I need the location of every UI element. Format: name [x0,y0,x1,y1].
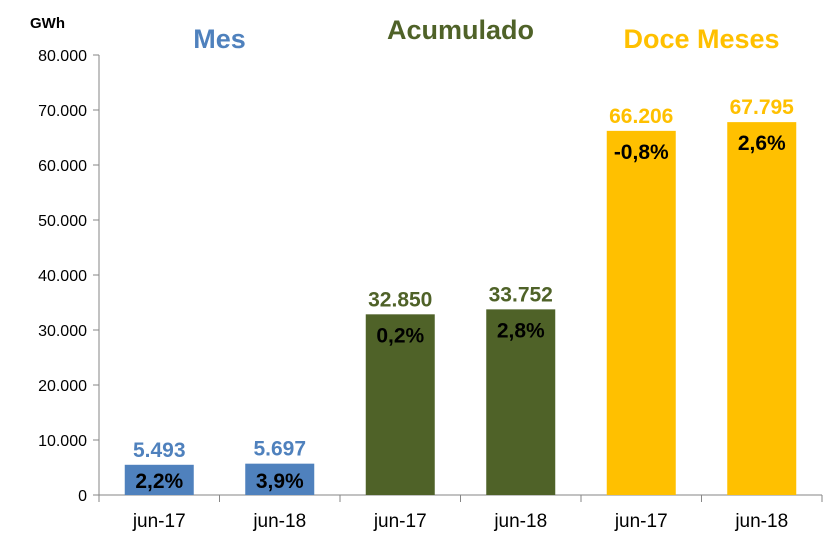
x-category-label: jun-18 [493,511,547,532]
group-title: Mes [193,24,246,54]
bar [727,122,797,495]
bar-value-label: 5.493 [133,439,186,462]
y-tick-label: 0 [78,488,87,505]
y-axis-unit-label: GWh [30,15,65,32]
y-tick-label: 30.000 [38,323,87,340]
bar-change-label: 2,2% [135,470,183,493]
group-title: Acumulado [387,15,534,45]
x-category-label: jun-18 [252,511,306,532]
y-tick-label: 70.000 [38,103,87,120]
y-tick-label: 80.000 [38,48,87,65]
x-category-label: jun-17 [373,511,427,532]
bar [365,314,435,495]
bar-value-label: 32.850 [368,288,432,311]
bar-value-label: 66.206 [609,105,673,128]
bar-change-label: -0,8% [614,141,669,164]
bar [124,464,194,495]
bar-change-label: 2,8% [497,319,545,342]
group-titles: Mes Acumulado Doce Meses [193,15,779,54]
bar [606,130,676,495]
bar-value-label: 5.697 [253,438,306,461]
bar-change-label: 0,2% [376,324,424,347]
y-tick-label: 10.000 [38,433,87,450]
bar-change-label: 3,9% [256,470,304,493]
group-title: Doce Meses [623,24,779,54]
y-axis: 0 10.000 20.000 30.000 40.000 50.000 60.000 70.… [38,48,100,505]
y-tick-label: 20.000 [38,378,87,395]
x-category-label: jun-18 [734,511,788,532]
bar-value-label: 67.795 [730,96,795,119]
y-tick-label: 50.000 [38,213,87,230]
y-tick-label: 40.000 [38,268,87,285]
y-tick-label: 60.000 [38,158,87,175]
bars: 5.493 2,2% 5.697 3,9% 32.850 0,2% 33.752 2,8% 66… [124,96,797,495]
x-axis: jun-17 jun-18 jun-17 jun-18 jun-17 jun-18 [98,494,823,532]
x-category-label: jun-17 [132,511,186,532]
bar [245,463,315,495]
x-category-label: jun-17 [614,511,668,532]
bar-value-label: 33.752 [489,283,553,306]
bar [486,309,556,495]
bar-change-label: 2,6% [738,132,786,155]
